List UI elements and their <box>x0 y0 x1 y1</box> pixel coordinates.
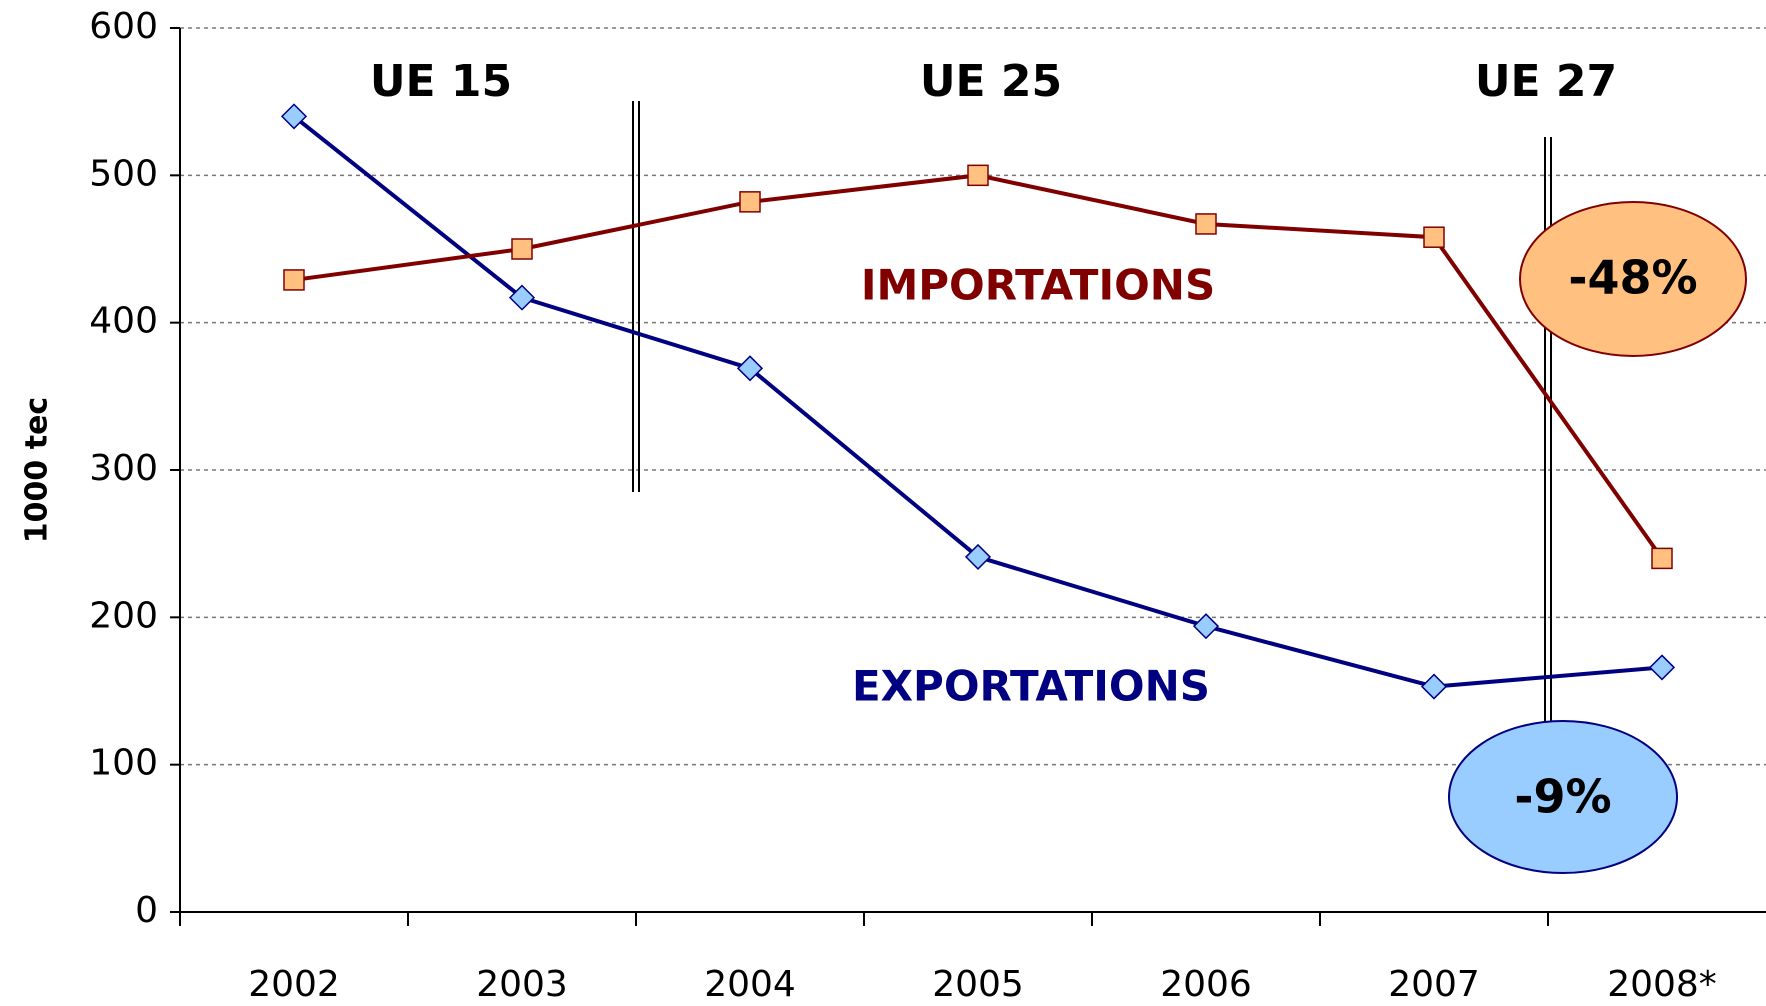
marker <box>739 191 761 213</box>
y-tick-label: 100 <box>89 743 158 784</box>
marker <box>1423 226 1445 248</box>
annotation: -48% <box>1568 251 1697 305</box>
annotation: -9% <box>1514 770 1611 824</box>
marker <box>967 164 989 187</box>
x-tick-label: 2004 <box>704 964 796 1005</box>
series-label: EXPORTATIONS <box>852 662 1210 711</box>
annotation: UE 27 <box>1475 56 1617 107</box>
y-tick-label: 0 <box>135 890 158 931</box>
x-tick-label: 2007 <box>1388 964 1480 1005</box>
y-tick-label: 600 <box>89 6 158 47</box>
y-tick-label: 300 <box>89 448 158 489</box>
marker <box>1420 673 1448 700</box>
series-label: IMPORTATIONS <box>861 261 1215 310</box>
y-tick-label: 500 <box>89 153 158 194</box>
y-axis-label: 1000 tec <box>20 397 55 543</box>
marker <box>511 238 533 260</box>
marker <box>283 269 305 291</box>
y-tick-label: 200 <box>89 595 158 636</box>
marker <box>1195 213 1217 235</box>
y-tick-label: 400 <box>89 301 158 342</box>
x-tick-label: 2003 <box>476 964 568 1005</box>
x-tick-label: 2006 <box>1160 964 1252 1005</box>
callout-bubble <box>1519 201 1747 357</box>
marker <box>964 543 992 570</box>
marker <box>736 355 764 382</box>
marker <box>508 284 536 311</box>
marker <box>1651 547 1673 570</box>
x-tick-label: 2005 <box>932 964 1024 1005</box>
annotation: UE 25 <box>920 56 1062 107</box>
x-tick-label: 2002 <box>248 964 340 1005</box>
marker <box>280 103 308 130</box>
x-tick-label: 2008* <box>1607 964 1717 1005</box>
marker <box>1648 654 1676 681</box>
annotation: UE 15 <box>370 56 512 107</box>
callout-bubble <box>1448 720 1678 874</box>
series-line <box>293 173 1664 560</box>
series-line <box>292 114 1663 689</box>
marker <box>1192 613 1220 640</box>
